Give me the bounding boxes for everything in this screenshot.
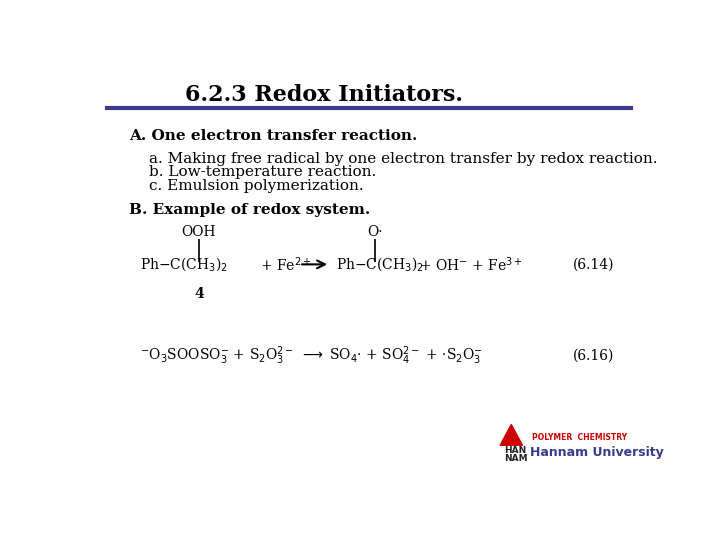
- Text: Ph$-$C(CH$_3$)$_2$: Ph$-$C(CH$_3$)$_2$: [140, 255, 228, 273]
- Text: B. Example of redox system.: B. Example of redox system.: [129, 203, 370, 217]
- Text: (6.16): (6.16): [572, 349, 614, 363]
- Text: POLYMER  CHEMISTRY: POLYMER CHEMISTRY: [533, 433, 628, 442]
- Text: Ph$-$C(CH$_3$)$_2$: Ph$-$C(CH$_3$)$_2$: [336, 255, 423, 273]
- Text: $^{-}$O$_3$SOOSO$_3^{-}$ + S$_2$O$_3^{2-}$ $\longrightarrow$ SO$_4$· + SO$_4^{2-: $^{-}$O$_3$SOOSO$_3^{-}$ + S$_2$O$_3^{2-…: [140, 345, 483, 367]
- Text: b. Low-temperature reaction.: b. Low-temperature reaction.: [148, 165, 376, 179]
- Text: + OH$^{-}$ + Fe$^{3+}$: + OH$^{-}$ + Fe$^{3+}$: [419, 255, 523, 274]
- Text: HAN: HAN: [505, 446, 527, 455]
- Text: O·: O·: [366, 225, 382, 239]
- Text: 4: 4: [194, 287, 204, 301]
- Text: c. Emulsion polymerization.: c. Emulsion polymerization.: [148, 179, 363, 193]
- Text: a. Making free radical by one electron transfer by redox reaction.: a. Making free radical by one electron t…: [148, 152, 657, 166]
- Polygon shape: [500, 424, 523, 445]
- Text: A. One electron transfer reaction.: A. One electron transfer reaction.: [129, 129, 418, 143]
- Text: NAM: NAM: [505, 454, 528, 463]
- Text: 6.2.3 Redox Initiators.: 6.2.3 Redox Initiators.: [185, 84, 464, 105]
- Text: + Fe$^{2+}$: + Fe$^{2+}$: [260, 255, 311, 274]
- Text: OOH: OOH: [181, 225, 216, 239]
- Text: Hannam University: Hannam University: [530, 446, 663, 459]
- Text: (6.14): (6.14): [572, 258, 614, 272]
